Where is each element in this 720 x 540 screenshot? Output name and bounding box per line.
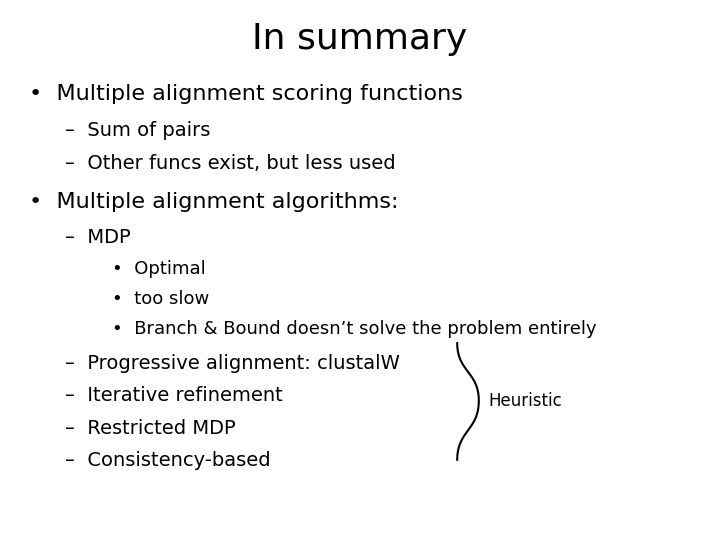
Text: –  Progressive alignment: clustalW: – Progressive alignment: clustalW xyxy=(65,354,400,373)
Text: –  MDP: – MDP xyxy=(65,228,130,247)
Text: –  Restricted MDP: – Restricted MDP xyxy=(65,418,235,437)
Text: •  Branch & Bound doesn’t solve the problem entirely: • Branch & Bound doesn’t solve the probl… xyxy=(112,320,596,338)
Text: In summary: In summary xyxy=(253,22,467,56)
Text: –  Other funcs exist, but less used: – Other funcs exist, but less used xyxy=(65,154,395,173)
Text: •  Optimal: • Optimal xyxy=(112,260,205,278)
Text: •  Multiple alignment algorithms:: • Multiple alignment algorithms: xyxy=(29,192,398,212)
Text: –  Consistency-based: – Consistency-based xyxy=(65,451,271,470)
Text: •  Multiple alignment scoring functions: • Multiple alignment scoring functions xyxy=(29,84,463,104)
Text: Heuristic: Heuristic xyxy=(488,392,562,410)
Text: –  Sum of pairs: – Sum of pairs xyxy=(65,122,210,140)
Text: •  too slow: • too slow xyxy=(112,290,209,308)
Text: –  Iterative refinement: – Iterative refinement xyxy=(65,386,282,405)
